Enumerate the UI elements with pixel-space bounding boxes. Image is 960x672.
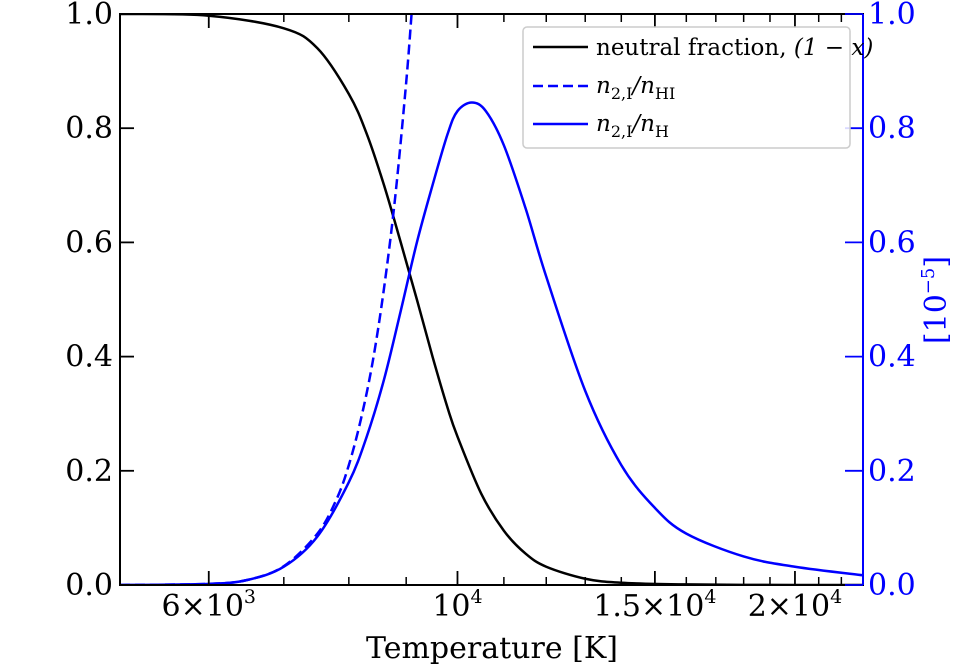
x-tick-label: 2×104 — [748, 586, 843, 624]
x-tick-label: 1.5×104 — [593, 586, 716, 624]
y2-tick-label: 0.0 — [868, 568, 916, 603]
right-axis-title: [10−5] — [918, 256, 954, 344]
legend-box — [522, 26, 851, 149]
legend-label-n2-nHI: n2,I/nHI — [596, 73, 675, 103]
legend-label-n2-nH: n2,I/nH — [596, 111, 669, 141]
y2-tick-label: 0.4 — [868, 340, 916, 375]
x-tick-label: 104 — [432, 586, 482, 624]
y-tick-label: 0.8 — [65, 111, 113, 146]
series-line-1 — [120, 14, 413, 585]
y-tick-label: 1.0 — [65, 0, 113, 32]
y-tick-label: 0.6 — [65, 225, 113, 260]
legend-label-neutral-fraction: neutral fraction, (1 − x) — [596, 35, 873, 61]
y-tick-label: 0.2 — [65, 454, 113, 489]
y-tick-label: 0.0 — [65, 568, 113, 603]
y-tick-label: 0.4 — [65, 340, 113, 375]
x-axis-title: Temperature [K] — [366, 631, 618, 666]
legend: neutral fraction, (1 − x) n2,I/nHI n2,I/… — [522, 26, 873, 149]
series-line-2 — [120, 101, 863, 585]
y2-tick-label: 0.2 — [868, 454, 916, 489]
x-tick-label: 6×103 — [162, 586, 257, 624]
y2-tick-label: 0.6 — [868, 225, 916, 260]
y2-tick-label: 1.0 — [868, 0, 916, 32]
y2-tick-label: 0.8 — [868, 111, 916, 146]
